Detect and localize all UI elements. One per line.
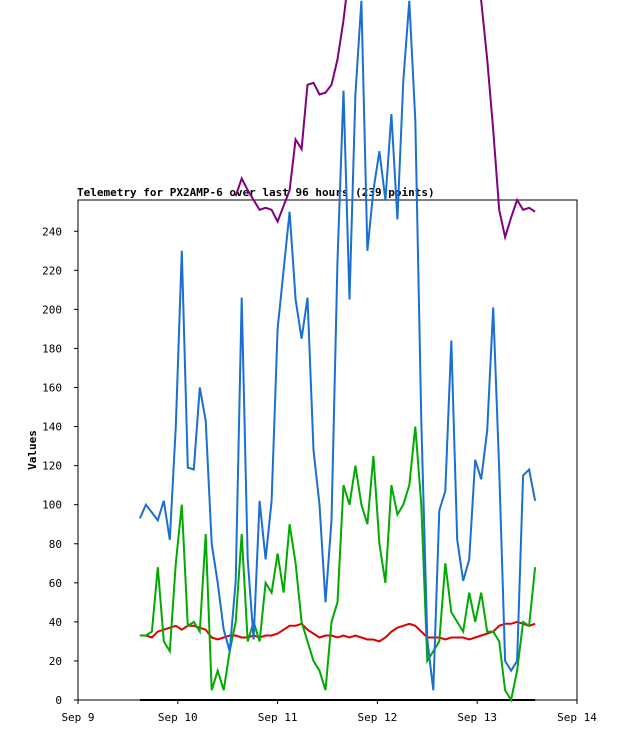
y-tick-label: 40 bbox=[49, 616, 62, 629]
series-line bbox=[138, 0, 537, 691]
x-tick-label: Sep 12 bbox=[358, 711, 398, 724]
chart-title: Telemetry for PX2AMP-6 over last 96 hour… bbox=[77, 186, 435, 199]
x-tick-label: Sep 9 bbox=[61, 711, 94, 724]
y-tick-label: 120 bbox=[42, 460, 62, 473]
y-tick-label: 220 bbox=[42, 264, 62, 277]
y-tick-label: 0 bbox=[55, 694, 62, 707]
series-line bbox=[139, 620, 536, 643]
y-tick-label: 140 bbox=[42, 421, 62, 434]
x-tick-label: Sep 14 bbox=[557, 711, 597, 724]
series-line bbox=[139, 426, 537, 703]
y-tick-label: 20 bbox=[49, 655, 62, 668]
y-tick-label: 240 bbox=[42, 225, 62, 238]
y-axis-label: Values bbox=[26, 430, 39, 470]
y-tick-label: 80 bbox=[49, 538, 62, 551]
x-tick-label: Sep 13 bbox=[457, 711, 497, 724]
series-line bbox=[234, 0, 536, 242]
y-tick-label: 60 bbox=[49, 577, 62, 590]
x-tick-label: Sep 10 bbox=[158, 711, 198, 724]
y-tick-label: 180 bbox=[42, 342, 62, 355]
y-tick-label: 100 bbox=[42, 499, 62, 512]
y-tick-label: 200 bbox=[42, 303, 62, 316]
y-tick-label: 160 bbox=[42, 382, 62, 395]
x-tick-label: Sep 11 bbox=[258, 711, 298, 724]
